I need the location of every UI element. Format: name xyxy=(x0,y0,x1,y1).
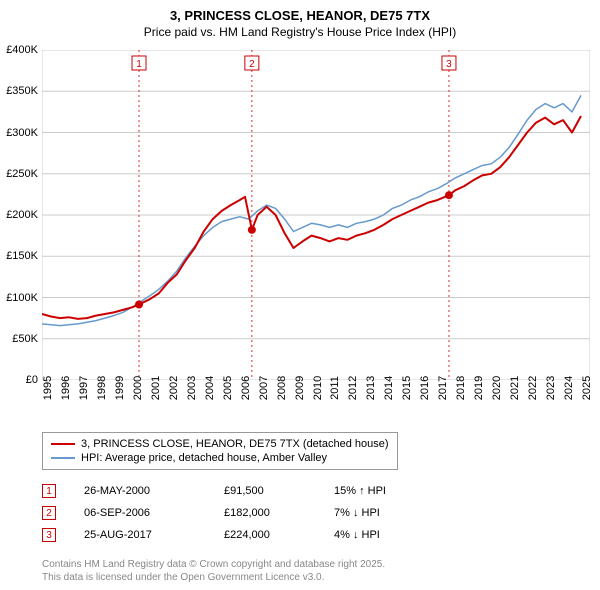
footer-line2: This data is licensed under the Open Gov… xyxy=(42,571,385,584)
sales-row: 1 26-MAY-2000£91,50015% ↑ HPI xyxy=(42,480,454,502)
svg-text:1: 1 xyxy=(136,59,142,70)
x-tick-label: 2025 xyxy=(581,376,593,400)
x-tick-label: 1995 xyxy=(42,376,54,400)
x-tick-label: 1999 xyxy=(114,376,126,400)
y-tick-label: £150K xyxy=(0,250,38,262)
sales-delta: 7% ↓ HPI xyxy=(334,507,454,519)
x-tick-label: 2023 xyxy=(545,376,557,400)
sales-date: 25-AUG-2017 xyxy=(84,529,224,541)
x-tick-label: 2001 xyxy=(150,376,162,400)
legend-swatch xyxy=(51,443,75,446)
chart-title: 3, PRINCESS CLOSE, HEANOR, DE75 7TX xyxy=(0,8,600,23)
x-tick-label: 2020 xyxy=(491,376,503,400)
x-tick-label: 2013 xyxy=(365,376,377,400)
svg-text:3: 3 xyxy=(446,59,452,70)
sales-price: £182,000 xyxy=(224,507,334,519)
x-tick-label: 2007 xyxy=(258,376,270,400)
x-tick-label: 2017 xyxy=(437,376,449,400)
y-tick-label: £100K xyxy=(0,292,38,304)
x-tick-label: 2016 xyxy=(419,376,431,400)
legend-swatch xyxy=(51,457,75,459)
x-tick-label: 2009 xyxy=(294,376,306,400)
legend-item: HPI: Average price, detached house, Ambe… xyxy=(51,451,389,465)
chart-legend: 3, PRINCESS CLOSE, HEANOR, DE75 7TX (det… xyxy=(42,432,398,470)
x-tick-label: 2004 xyxy=(204,376,216,400)
x-tick-label: 2021 xyxy=(509,376,521,400)
chart-container: 3, PRINCESS CLOSE, HEANOR, DE75 7TX Pric… xyxy=(0,0,600,590)
title-block: 3, PRINCESS CLOSE, HEANOR, DE75 7TX Pric… xyxy=(0,0,600,39)
y-tick-label: £250K xyxy=(0,168,38,180)
y-tick-label: £0 xyxy=(0,374,38,386)
x-tick-label: 1997 xyxy=(78,376,90,400)
x-tick-label: 2015 xyxy=(401,376,413,400)
y-axis-labels: £0£50K£100K£150K£200K£250K£300K£350K£400… xyxy=(0,50,40,380)
sales-row: 2 06-SEP-2006£182,0007% ↓ HPI xyxy=(42,502,454,524)
legend-label: HPI: Average price, detached house, Ambe… xyxy=(81,452,327,464)
sales-price: £224,000 xyxy=(224,529,334,541)
y-tick-label: £350K xyxy=(0,85,38,97)
legend-label: 3, PRINCESS CLOSE, HEANOR, DE75 7TX (det… xyxy=(81,438,389,450)
x-tick-label: 2018 xyxy=(455,376,467,400)
x-tick-label: 2011 xyxy=(329,376,341,400)
x-tick-label: 2014 xyxy=(383,376,395,400)
x-tick-label: 2005 xyxy=(222,376,234,400)
svg-text:2: 2 xyxy=(249,59,255,70)
x-tick-label: 2024 xyxy=(563,376,575,400)
x-tick-label: 2022 xyxy=(527,376,539,400)
x-tick-label: 1996 xyxy=(60,376,72,400)
x-tick-label: 2010 xyxy=(312,376,324,400)
sales-price: £91,500 xyxy=(224,485,334,497)
sales-table: 1 26-MAY-2000£91,50015% ↑ HPI 2 06-SEP-2006… xyxy=(42,480,454,546)
legend-item: 3, PRINCESS CLOSE, HEANOR, DE75 7TX (det… xyxy=(51,437,389,451)
x-tick-label: 2008 xyxy=(276,376,288,400)
y-tick-label: £200K xyxy=(0,209,38,221)
sales-marker-icon: 2 xyxy=(42,506,56,520)
y-tick-label: £300K xyxy=(0,127,38,139)
footer-line1: Contains HM Land Registry data © Crown c… xyxy=(42,558,385,571)
x-axis-labels: 1995199619971998199920002001200220032004… xyxy=(42,384,590,434)
sales-delta: 4% ↓ HPI xyxy=(334,529,454,541)
sales-marker-icon: 1 xyxy=(42,484,56,498)
y-tick-label: £400K xyxy=(0,44,38,56)
sales-marker-icon: 3 xyxy=(42,528,56,542)
footer-attribution: Contains HM Land Registry data © Crown c… xyxy=(42,558,385,584)
chart-svg: 1 2 3 xyxy=(42,50,590,380)
sales-date: 26-MAY-2000 xyxy=(84,485,224,497)
x-tick-label: 2012 xyxy=(347,376,359,400)
y-tick-label: £50K xyxy=(0,333,38,345)
chart-subtitle: Price paid vs. HM Land Registry's House … xyxy=(0,25,600,39)
sales-delta: 15% ↑ HPI xyxy=(334,485,454,497)
x-tick-label: 2002 xyxy=(168,376,180,400)
x-tick-label: 2003 xyxy=(186,376,198,400)
x-tick-label: 2000 xyxy=(132,376,144,400)
chart-plot-area: 1 2 3 xyxy=(42,50,590,380)
sales-date: 06-SEP-2006 xyxy=(84,507,224,519)
x-tick-label: 1998 xyxy=(96,376,108,400)
sales-row: 3 25-AUG-2017£224,0004% ↓ HPI xyxy=(42,524,454,546)
x-tick-label: 2019 xyxy=(473,376,485,400)
x-tick-label: 2006 xyxy=(240,376,252,400)
